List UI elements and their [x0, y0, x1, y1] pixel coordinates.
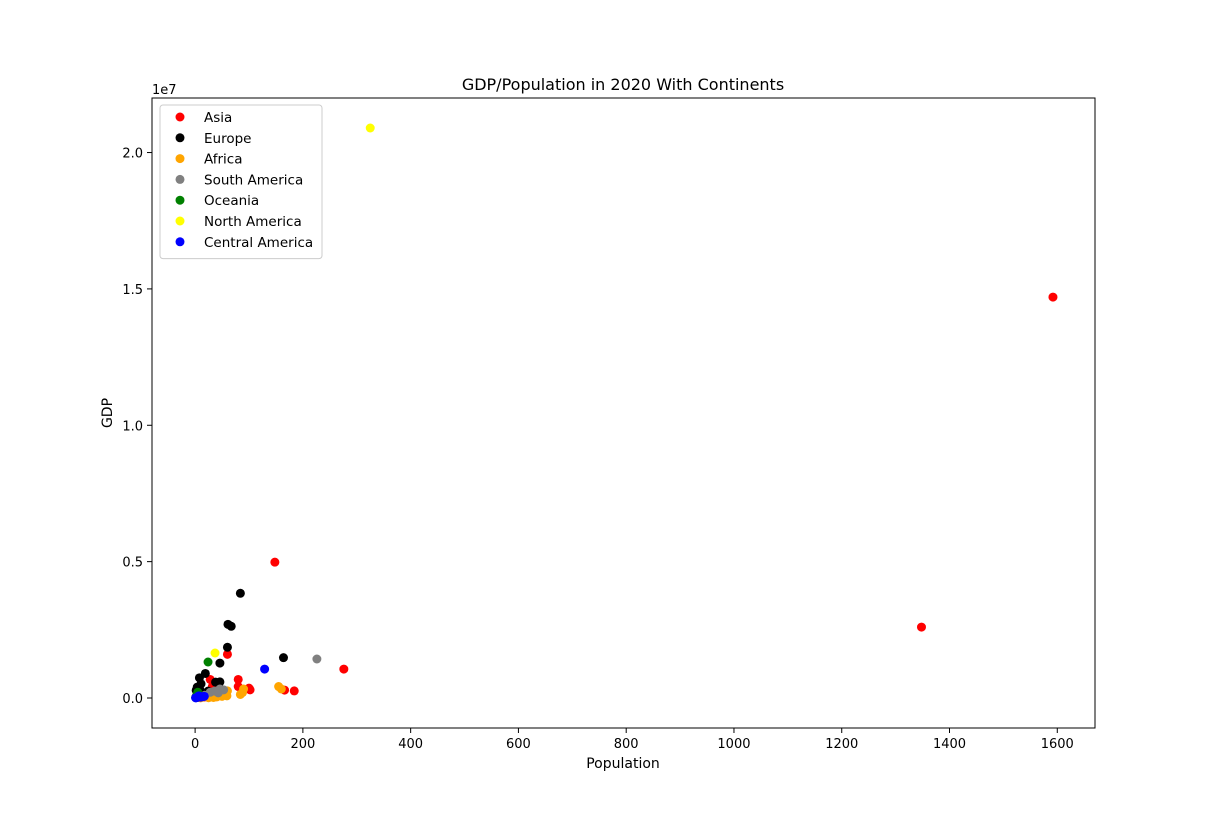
x-tick-label: 200 — [290, 737, 315, 752]
data-point — [916, 622, 926, 632]
x-tick-label: 600 — [506, 737, 531, 752]
y-tick-label: 0.5 — [122, 556, 143, 571]
x-tick-label: 0 — [191, 737, 199, 752]
chart-title: GDP/Population in 2020 With Continents — [462, 75, 784, 94]
x-axis-label: Population — [586, 756, 660, 772]
data-point — [235, 588, 245, 598]
data-point — [278, 653, 288, 663]
y-axis-label: GDP — [100, 398, 116, 428]
data-point — [235, 689, 245, 699]
series-north-america — [210, 123, 375, 658]
legend-label: North America — [204, 214, 302, 230]
legend-marker — [175, 154, 185, 164]
x-tick-label: 800 — [614, 737, 639, 752]
legend-box — [159, 104, 323, 260]
legend-label: Central America — [204, 235, 313, 251]
legend-marker — [175, 133, 185, 143]
y-tick-label: 1.5 — [122, 283, 143, 298]
x-tick-label: 1000 — [717, 737, 750, 752]
x-tick-label: 400 — [398, 737, 423, 752]
y-tick-label: 1.0 — [122, 419, 143, 434]
data-point — [198, 692, 208, 702]
legend-label: Africa — [204, 152, 243, 168]
data-point — [339, 664, 349, 674]
data-point — [276, 684, 286, 694]
data-point — [191, 693, 201, 703]
x-tick-label: 1600 — [1041, 737, 1074, 752]
legend-label: South America — [204, 172, 303, 188]
legend-marker — [175, 112, 185, 122]
legend-marker — [175, 237, 185, 247]
data-point — [210, 648, 220, 658]
data-point — [215, 658, 225, 668]
data-point — [211, 677, 221, 687]
data-point — [1048, 292, 1058, 302]
data-point — [226, 621, 236, 631]
series-central-america — [191, 664, 270, 703]
data-point — [312, 654, 322, 664]
y-tick-label: 2.0 — [122, 147, 143, 162]
data-point — [365, 123, 375, 133]
plot-frame — [151, 97, 1096, 729]
y-tick-label: 0.0 — [122, 692, 143, 707]
data-point — [222, 642, 232, 652]
x-tick-label: 1400 — [933, 737, 966, 752]
data-point — [222, 649, 232, 659]
legend-marker — [175, 195, 185, 205]
legend: Asia Europe Africa South America Oceania Nort… — [159, 104, 323, 260]
y-offset-label: 1e7 — [152, 83, 177, 98]
data-point — [233, 674, 243, 684]
legend-label: Asia — [204, 110, 232, 126]
x-tick-label: 1200 — [825, 737, 858, 752]
data-point — [219, 685, 229, 695]
data-points — [191, 123, 1058, 703]
legend-marker — [175, 216, 185, 226]
legend-label: Europe — [204, 131, 251, 147]
data-point — [260, 664, 270, 674]
data-point — [289, 686, 299, 696]
legend-label: Oceania — [204, 193, 259, 209]
tick-group: 0 200 400 600 800 1000 1200 1400 1600 0.0 0.5 1.0 1.… — [122, 147, 1074, 752]
legend-marker — [175, 174, 185, 184]
data-point — [270, 557, 280, 567]
data-point — [203, 657, 213, 667]
series-asia — [193, 292, 1058, 702]
